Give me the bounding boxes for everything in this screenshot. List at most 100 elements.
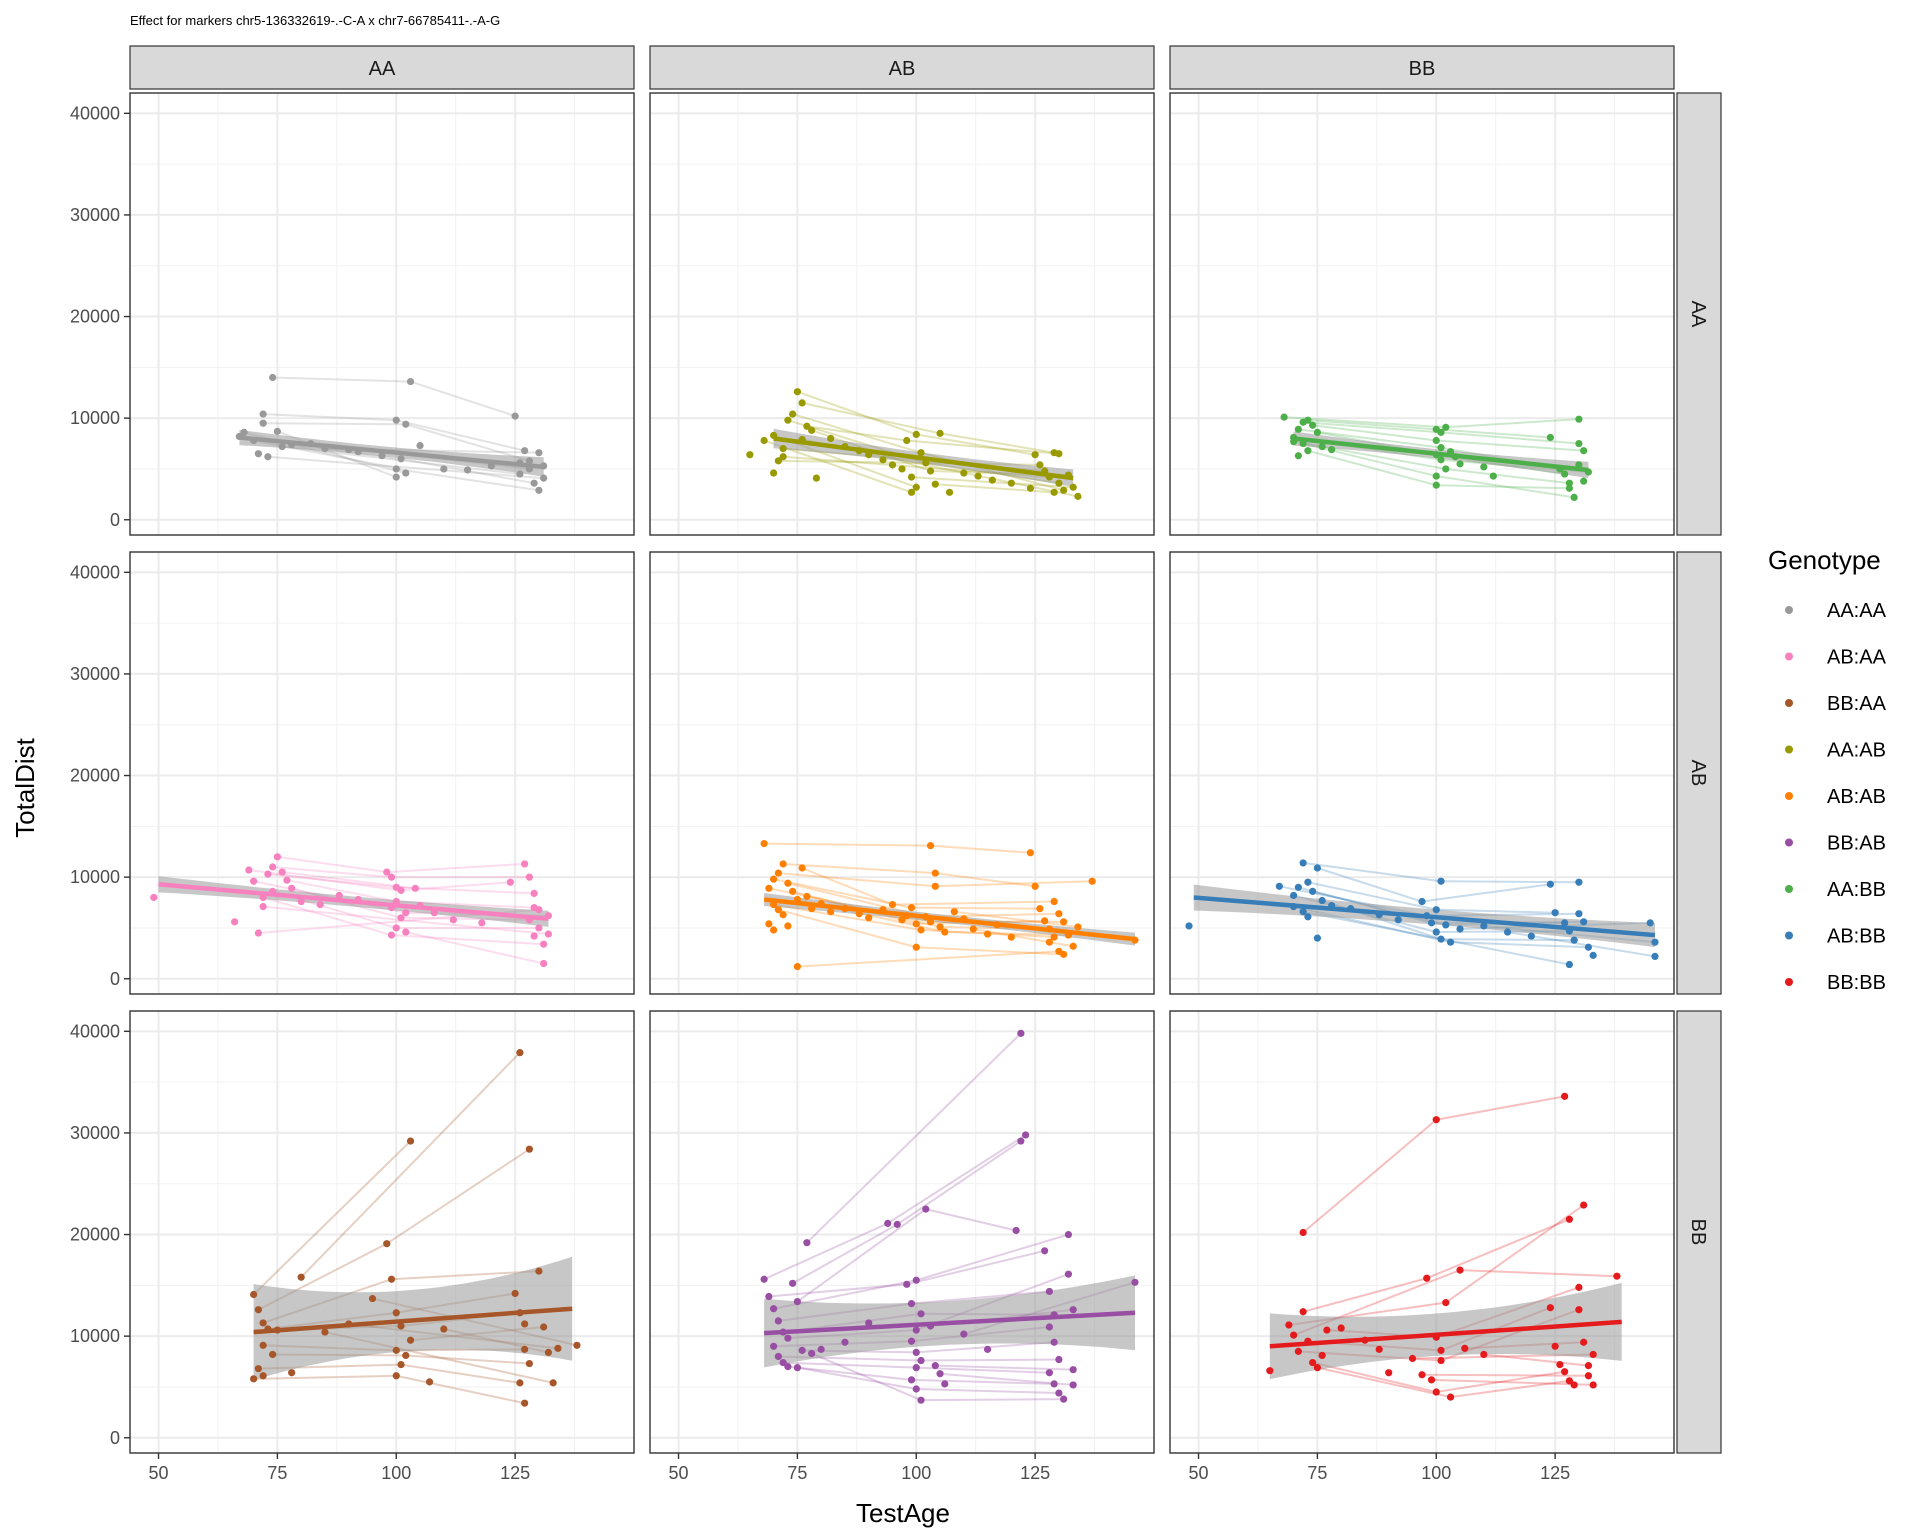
data-point — [1432, 906, 1440, 914]
data-point — [397, 455, 405, 463]
legend-key — [1785, 652, 1793, 661]
data-point — [406, 1137, 415, 1145]
legend-entries: AA:AA AB:AA BB:AA AA:AB AB:AB BB:AB AA:BB AB:BB… — [1785, 600, 1887, 994]
subject-line — [1312, 1361, 1437, 1394]
subject-line — [252, 1140, 412, 1296]
data-point — [416, 441, 424, 450]
subject-line — [797, 390, 917, 436]
legend-title: Genotype — [1768, 545, 1881, 575]
data-point — [1012, 1226, 1020, 1235]
data-point — [1575, 878, 1583, 886]
legend-label: AA:AB — [1827, 740, 1886, 762]
data-point — [1561, 1092, 1569, 1100]
subject-line — [1307, 881, 1437, 911]
data-point — [1480, 922, 1488, 930]
data-point — [779, 911, 787, 919]
data-point — [521, 860, 529, 868]
panel-aa-bb — [1169, 92, 1675, 536]
data-point — [907, 488, 916, 496]
legend-label: AA:AA — [1827, 600, 1887, 622]
data-point — [1480, 1350, 1488, 1359]
subject-line — [911, 1290, 1050, 1305]
subject-line — [892, 900, 1055, 906]
subject-line — [935, 483, 1055, 494]
data-point — [803, 422, 811, 430]
subject-line — [930, 844, 1031, 854]
data-point — [402, 469, 410, 477]
data-point — [1069, 483, 1077, 491]
data-point — [392, 465, 400, 473]
data-point — [544, 930, 553, 938]
data-point — [264, 870, 272, 878]
data-point — [1026, 849, 1034, 857]
data-point — [231, 918, 239, 926]
subject-line — [1441, 880, 1579, 884]
subject-line — [806, 1032, 1022, 1244]
data-point — [1131, 1278, 1139, 1286]
data-point — [812, 474, 821, 482]
subject-line — [396, 419, 525, 452]
data-point — [1546, 880, 1554, 888]
data-point — [808, 426, 816, 434]
data-point — [912, 1364, 920, 1372]
legend-entry-ab-bb: AB:BB — [1785, 926, 1886, 948]
panel-data — [1185, 859, 1659, 969]
data-point — [931, 869, 939, 877]
data-point — [335, 891, 343, 900]
data-point — [1442, 465, 1450, 473]
data-point — [397, 914, 405, 922]
subject-line — [263, 413, 397, 422]
data-point — [449, 916, 457, 924]
data-point — [544, 1348, 553, 1357]
data-point — [1036, 461, 1044, 469]
data-point — [525, 873, 533, 881]
subject-line — [396, 886, 535, 895]
panel-data — [235, 373, 548, 494]
data-point — [912, 483, 920, 491]
data-point — [917, 1356, 925, 1365]
y-tick-label: 0 — [110, 510, 120, 530]
data-point — [516, 1049, 524, 1057]
data-point — [1069, 1366, 1077, 1374]
data-point — [907, 1337, 916, 1345]
y-tick-label: 40000 — [70, 562, 120, 582]
data-point — [1446, 938, 1455, 946]
data-point — [259, 1372, 267, 1380]
panel-data — [746, 388, 1082, 500]
y-tick-label: 0 — [110, 1428, 120, 1448]
subject-line — [1445, 418, 1579, 429]
data-point — [1304, 913, 1312, 921]
panel-background — [130, 93, 634, 535]
subject-line — [1440, 431, 1579, 445]
y-axis-title: TotalDist — [10, 737, 40, 837]
data-point — [1031, 882, 1039, 890]
legend-entry-ab-aa: AB:AA — [1785, 647, 1887, 669]
legend-key — [1785, 978, 1793, 986]
data-point — [1290, 1331, 1298, 1339]
data-point — [765, 884, 773, 892]
data-point — [941, 1380, 949, 1388]
data-point — [793, 962, 801, 971]
subject-line — [400, 1363, 521, 1384]
col-strip-aa: AA — [129, 45, 635, 90]
data-point — [1299, 1228, 1307, 1237]
data-point — [387, 873, 396, 881]
panel-data — [760, 1029, 1139, 1404]
legend-key — [1785, 606, 1793, 614]
data-point — [760, 1275, 768, 1283]
y-tick-label: 10000 — [70, 867, 120, 887]
data-point — [463, 466, 472, 474]
data-point — [506, 878, 514, 886]
panel-background — [1170, 93, 1674, 535]
data-point — [535, 924, 543, 932]
panel-background — [650, 93, 1154, 535]
legend-key — [1785, 745, 1793, 754]
data-point — [530, 889, 538, 898]
subject-line — [1421, 883, 1551, 903]
subject-line — [1421, 1373, 1589, 1377]
data-point — [316, 900, 324, 909]
subject-line — [792, 1223, 898, 1285]
data-point — [936, 1370, 944, 1378]
data-point — [1045, 1369, 1053, 1377]
subject-line — [1312, 424, 1437, 442]
